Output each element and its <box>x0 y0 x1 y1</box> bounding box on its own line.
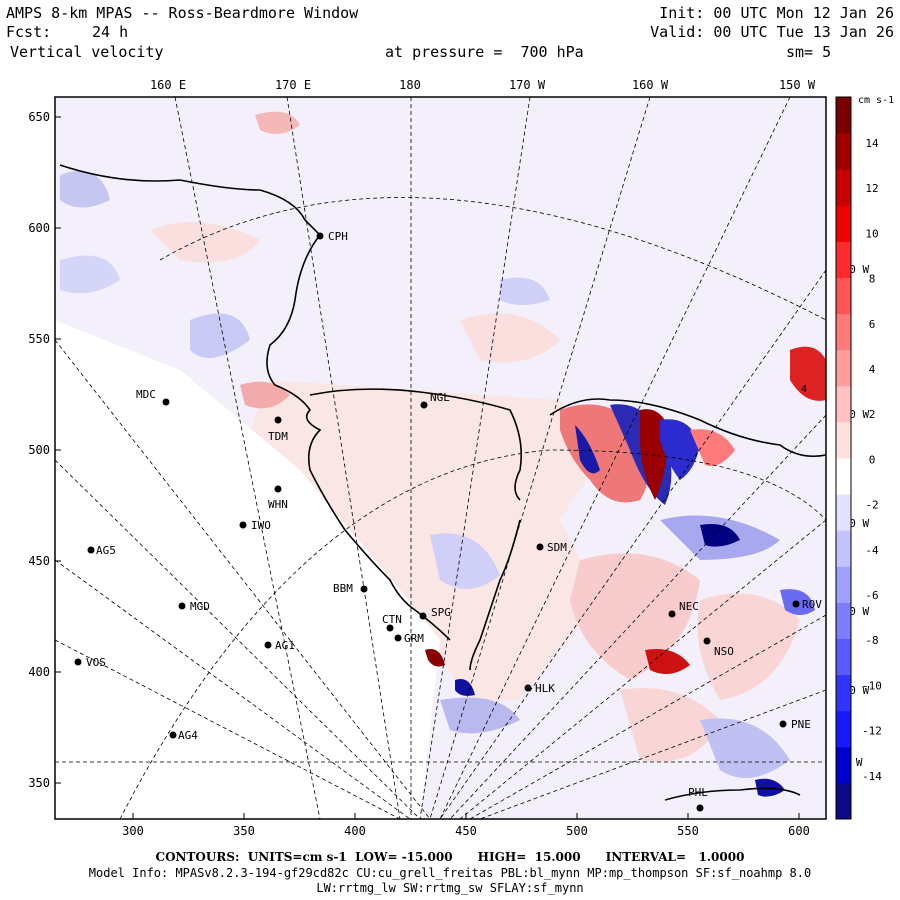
y-tick-label: 550 <box>28 332 50 346</box>
colorbar-cell <box>836 313 851 351</box>
colorbar-label: 2 <box>869 408 876 421</box>
station-label: MDC <box>136 388 156 401</box>
y-tick-label: 400 <box>28 665 50 679</box>
colorbar-label: -6 <box>865 589 878 602</box>
x-tick-label: 600 <box>788 824 810 838</box>
colorbar-cell <box>836 566 851 603</box>
colorbar-cell <box>836 421 851 459</box>
station-label: WHN <box>268 498 288 511</box>
x-tick-label: 350 <box>233 824 255 838</box>
station-label: ROV <box>802 598 822 611</box>
colorbar-cell <box>836 349 851 387</box>
longitude-label: 150 W <box>779 78 816 92</box>
header-valid: Valid: 00 UTC Tue 13 Jan 26 <box>650 23 894 41</box>
y-tick-label: 500 <box>28 443 50 457</box>
colorbar-cell <box>836 530 851 567</box>
header-pressure: at pressure = 700 hPa <box>385 43 584 61</box>
velocity-field <box>55 97 826 819</box>
colorbar-label: -4 <box>865 544 879 557</box>
station-label: GRM <box>404 632 424 645</box>
colorbar-cell <box>836 97 851 134</box>
header-fcst-label: Fcst: <box>6 23 52 41</box>
y-tick-label: 650 <box>28 110 50 124</box>
footer-model-info: Model Info: MPASv8.2.3-194-gf29cd82c CU:… <box>88 866 812 880</box>
colorbar-cell <box>836 782 851 820</box>
colorbar-label: 14 <box>865 137 879 150</box>
x-tick-label: 400 <box>344 824 366 838</box>
station-label: NGL <box>430 391 450 404</box>
station-label: BBM <box>333 582 353 595</box>
x-tick-label: 550 <box>677 824 699 838</box>
colorbar-label: -14 <box>862 770 882 783</box>
station-label: PNE <box>791 718 811 731</box>
station-label: HLK <box>535 682 555 695</box>
colorbar-label: 8 <box>869 273 876 286</box>
colorbar-label: -10 <box>862 679 882 692</box>
colorbar-units: cm s-1 <box>858 95 894 106</box>
axis-ticks <box>55 116 800 819</box>
station-label: CTN <box>382 613 402 626</box>
colorbar-label: -8 <box>865 634 878 647</box>
colorbar-cell <box>836 169 851 206</box>
x-tick-label: 500 <box>566 824 588 838</box>
header-init: Init: 00 UTC Mon 12 Jan 26 <box>659 4 894 22</box>
station-label: PHL <box>688 786 708 799</box>
y-tick-label: 600 <box>28 221 50 235</box>
colorbar-label: 10 <box>865 227 878 240</box>
station-label: NEC <box>679 600 699 613</box>
header-smoothing: sm= 5 <box>786 43 832 61</box>
x-tick-label: 300 <box>122 824 144 838</box>
colorbar-cell <box>836 494 851 531</box>
longitude-label: 160 W <box>632 78 669 92</box>
y-tick-label: 350 <box>28 776 50 790</box>
longitude-label: 170 W <box>509 78 546 92</box>
colorbar-cell <box>836 710 851 748</box>
longitude-label: 160 E <box>150 78 186 92</box>
station-label: VOS <box>86 656 106 669</box>
colorbar-cell <box>836 602 851 639</box>
colorbar-cell <box>836 458 851 495</box>
station-label: TDM <box>268 430 288 443</box>
station-label: SDM <box>547 541 567 554</box>
longitude-label: 170 E <box>275 78 311 92</box>
x-tick-label: 450 <box>455 824 477 838</box>
map-frame <box>54 96 827 820</box>
colorbar-cell <box>836 241 851 278</box>
header-fcst-value: 24 h <box>92 23 129 41</box>
colorbar-cell <box>836 205 851 242</box>
station-label: CPH <box>328 230 348 243</box>
station-label: AG1 <box>275 639 295 652</box>
colorbar-label: 12 <box>865 182 878 195</box>
footer-model-info-2: LW:rrtmg_lw SW:rrtmg_sw SFLAY:sf_mynn <box>316 881 584 895</box>
colorbar-label: -2 <box>865 499 878 512</box>
contour-label: 4 <box>801 384 807 395</box>
colorbar-label: 6 <box>869 318 876 331</box>
footer-contours: CONTOURS: UNITS=cm s-1 LOW= -15.000 HIGH… <box>155 850 745 864</box>
station-label: IWO <box>251 519 271 532</box>
station-label: MGD <box>190 600 210 613</box>
station-label: AG5 <box>96 544 116 557</box>
station-label: NSO <box>714 645 734 658</box>
colorbar-cell <box>836 385 851 423</box>
coastlines <box>59 164 827 801</box>
station-label: SPG <box>431 606 451 619</box>
colorbar-label: 4 <box>869 363 876 376</box>
station-label: AG4 <box>178 729 198 742</box>
colorbar-label: -12 <box>862 725 882 738</box>
colorbar-cell <box>836 746 851 784</box>
colorbar-cell <box>836 133 851 170</box>
longitude-label: 180 <box>399 78 421 92</box>
colorbar-label: 0 <box>869 453 876 466</box>
colorbar-cell <box>836 277 851 315</box>
colorbar-cell <box>836 638 851 676</box>
header-variable: Vertical velocity <box>10 43 164 61</box>
graticule <box>55 97 826 819</box>
colorbar: 14 12 10 8 6 4 2 0 -2 -4 -6 -8 -10 -12 -14 cm s-1 <box>835 95 894 820</box>
stations: CPH NGL MDC TDM WHN IWO AG5 SDM BBM MGD … <box>74 230 822 812</box>
y-tick-label: 450 <box>28 554 50 568</box>
colorbar-cell <box>836 674 851 712</box>
header-title: AMPS 8-km MPAS -- Ross-Beardmore Window <box>6 4 359 22</box>
